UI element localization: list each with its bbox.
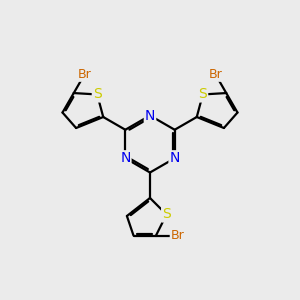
Text: Br: Br (78, 68, 92, 81)
Text: Br: Br (171, 229, 184, 242)
Text: N: N (120, 151, 130, 165)
Text: S: S (93, 88, 102, 101)
Text: Br: Br (208, 68, 222, 81)
Text: S: S (198, 88, 207, 101)
Text: S: S (162, 208, 171, 221)
Text: N: N (169, 151, 180, 165)
Text: N: N (145, 109, 155, 122)
